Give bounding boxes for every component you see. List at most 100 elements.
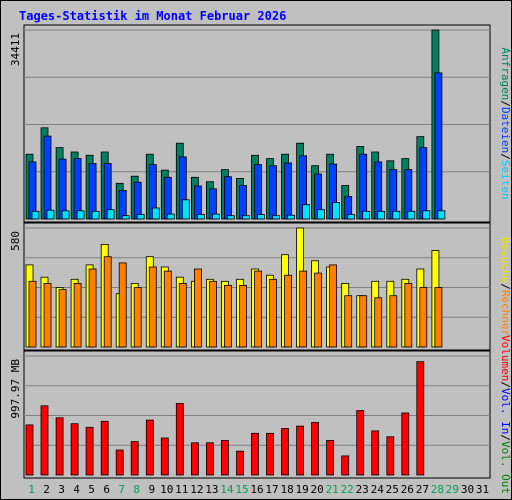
x-tick-label: 19 — [295, 483, 308, 496]
bar-rechner-day-24 — [374, 297, 383, 348]
x-tick-label: 23 — [356, 483, 369, 496]
bar-dateien-day-12 — [193, 185, 202, 220]
x-tick-label: 9 — [148, 483, 155, 496]
bar-rechner-day-28 — [434, 287, 443, 348]
legend-item: Seiten — [499, 160, 512, 200]
bar-rechner-day-27 — [419, 287, 428, 348]
bar-volumen-day-26 — [401, 412, 410, 476]
bar-volumen-day-13 — [205, 442, 214, 476]
bar-volumen-day-17 — [266, 432, 274, 476]
legend-item: / — [499, 434, 512, 441]
x-tick-label: 3 — [58, 483, 65, 496]
x-tick-label: 24 — [371, 483, 385, 496]
legend-item: Anfragen — [499, 47, 512, 100]
bar-volumen-day-24 — [371, 430, 380, 476]
bar-seiten-day-21 — [332, 202, 341, 220]
bar-volumen-day-3 — [55, 417, 64, 476]
bar-volumen-day-10 — [160, 437, 169, 476]
bar-seiten-day-10 — [166, 213, 175, 220]
bar-seiten-day-6 — [106, 209, 115, 220]
bar-dateien-day-18 — [284, 162, 292, 220]
legend-item: / — [499, 283, 512, 290]
bar-volumen-day-14 — [220, 439, 229, 476]
bar-seiten-day-9 — [151, 207, 160, 220]
legend-item: Besuche — [499, 237, 512, 283]
bar-dateien-day-14 — [223, 176, 232, 220]
x-tick-label: 30 — [461, 483, 474, 496]
bar-dateien-day-17 — [269, 165, 277, 220]
bar-volumen-day-19 — [296, 425, 305, 476]
bar-seiten-day-27 — [422, 210, 431, 220]
y-max-label: 997.97 MB — [9, 359, 22, 419]
legend-item: / — [499, 100, 512, 107]
bar-volumen-day-22 — [341, 455, 350, 476]
y-max-label: 34411 — [9, 33, 22, 66]
x-tick-label: 31 — [476, 483, 489, 496]
panel-volume: 997.97 MB — [9, 350, 491, 479]
bar-volumen-day-9 — [145, 419, 154, 476]
bar-dateien-day-28 — [434, 72, 443, 220]
bar-seiten-day-8 — [136, 214, 145, 220]
bar-volumen-day-8 — [130, 441, 139, 476]
bar-dateien-day-3 — [58, 158, 67, 220]
x-tick-label: 2 — [43, 483, 50, 496]
bar-rechner-day-16 — [254, 270, 262, 348]
bar-rechner-day-7 — [118, 262, 127, 348]
bar-rechner-day-20 — [314, 272, 323, 348]
x-tick-label: 10 — [160, 483, 173, 496]
legend-requests_files_pages: Anfragen/Dateien/Seiten — [499, 47, 512, 199]
bar-volumen-day-16 — [251, 432, 259, 476]
bar-dateien-day-5 — [88, 163, 97, 220]
panel-visits_hosts: 580 — [9, 222, 491, 351]
bar-volumen-day-6 — [100, 420, 109, 476]
x-tick-label: 17 — [265, 483, 278, 496]
x-tick-label: 20 — [310, 483, 323, 496]
x-tick-label: 13 — [205, 483, 218, 496]
legend-volume: Volumen/Vol. In/Vol. Out — [499, 335, 512, 494]
x-tick-label: 22 — [341, 483, 354, 496]
bar-volumen-day-7 — [115, 449, 124, 476]
legend-item: Volumen — [499, 335, 512, 381]
bar-rechner-day-23 — [359, 295, 368, 348]
bar-seiten-day-17 — [272, 215, 280, 220]
bar-seiten-day-26 — [407, 210, 416, 220]
bar-seiten-day-1 — [31, 210, 40, 220]
bar-rechner-day-18 — [284, 274, 292, 348]
x-tick-label: 5 — [88, 483, 95, 496]
bar-rechner-day-13 — [208, 280, 217, 348]
bar-volumen-day-12 — [190, 442, 199, 476]
bar-volumen-day-18 — [281, 428, 289, 476]
bar-volumen-day-15 — [236, 450, 244, 476]
legend-item: Rechner — [499, 290, 512, 337]
chart-title: Tages-Statistik im Monat Februar 2026 — [19, 9, 286, 23]
x-tick-label: 4 — [73, 483, 80, 496]
bar-rechner-day-9 — [148, 266, 157, 348]
bar-rechner-day-22 — [344, 295, 353, 348]
bar-volumen-day-11 — [175, 403, 184, 476]
bar-seiten-day-16 — [257, 214, 265, 220]
bar-seiten-day-13 — [211, 213, 220, 220]
bar-rechner-day-21 — [329, 264, 338, 348]
bar-seiten-day-3 — [61, 210, 70, 220]
bar-rechner-day-15 — [239, 284, 247, 348]
x-tick-label: 7 — [118, 483, 125, 496]
bar-dateien-day-15 — [239, 185, 247, 220]
bar-rechner-day-17 — [269, 278, 277, 348]
bar-dateien-day-27 — [419, 147, 428, 220]
bar-seiten-day-2 — [46, 209, 55, 220]
panel-requests_files_pages: 34411 — [9, 24, 491, 223]
bar-rechner-day-26 — [404, 282, 413, 348]
bar-seiten-day-23 — [362, 210, 371, 220]
bar-dateien-day-24 — [374, 161, 383, 220]
bar-rechner-day-8 — [133, 287, 142, 348]
bar-seiten-day-18 — [287, 214, 295, 220]
bar-dateien-day-23 — [359, 153, 368, 220]
x-tick-label: 15 — [235, 483, 248, 496]
bar-volumen-day-2 — [40, 405, 49, 476]
x-tick-label: 29 — [446, 483, 459, 496]
x-tick-label: 16 — [250, 483, 263, 496]
bar-dateien-day-1 — [28, 161, 37, 220]
bar-rechner-day-5 — [88, 268, 97, 348]
legends: Anfragen/Dateien/SeitenBesuche/RechnerVo… — [499, 47, 512, 494]
bar-rechner-day-4 — [73, 282, 82, 348]
